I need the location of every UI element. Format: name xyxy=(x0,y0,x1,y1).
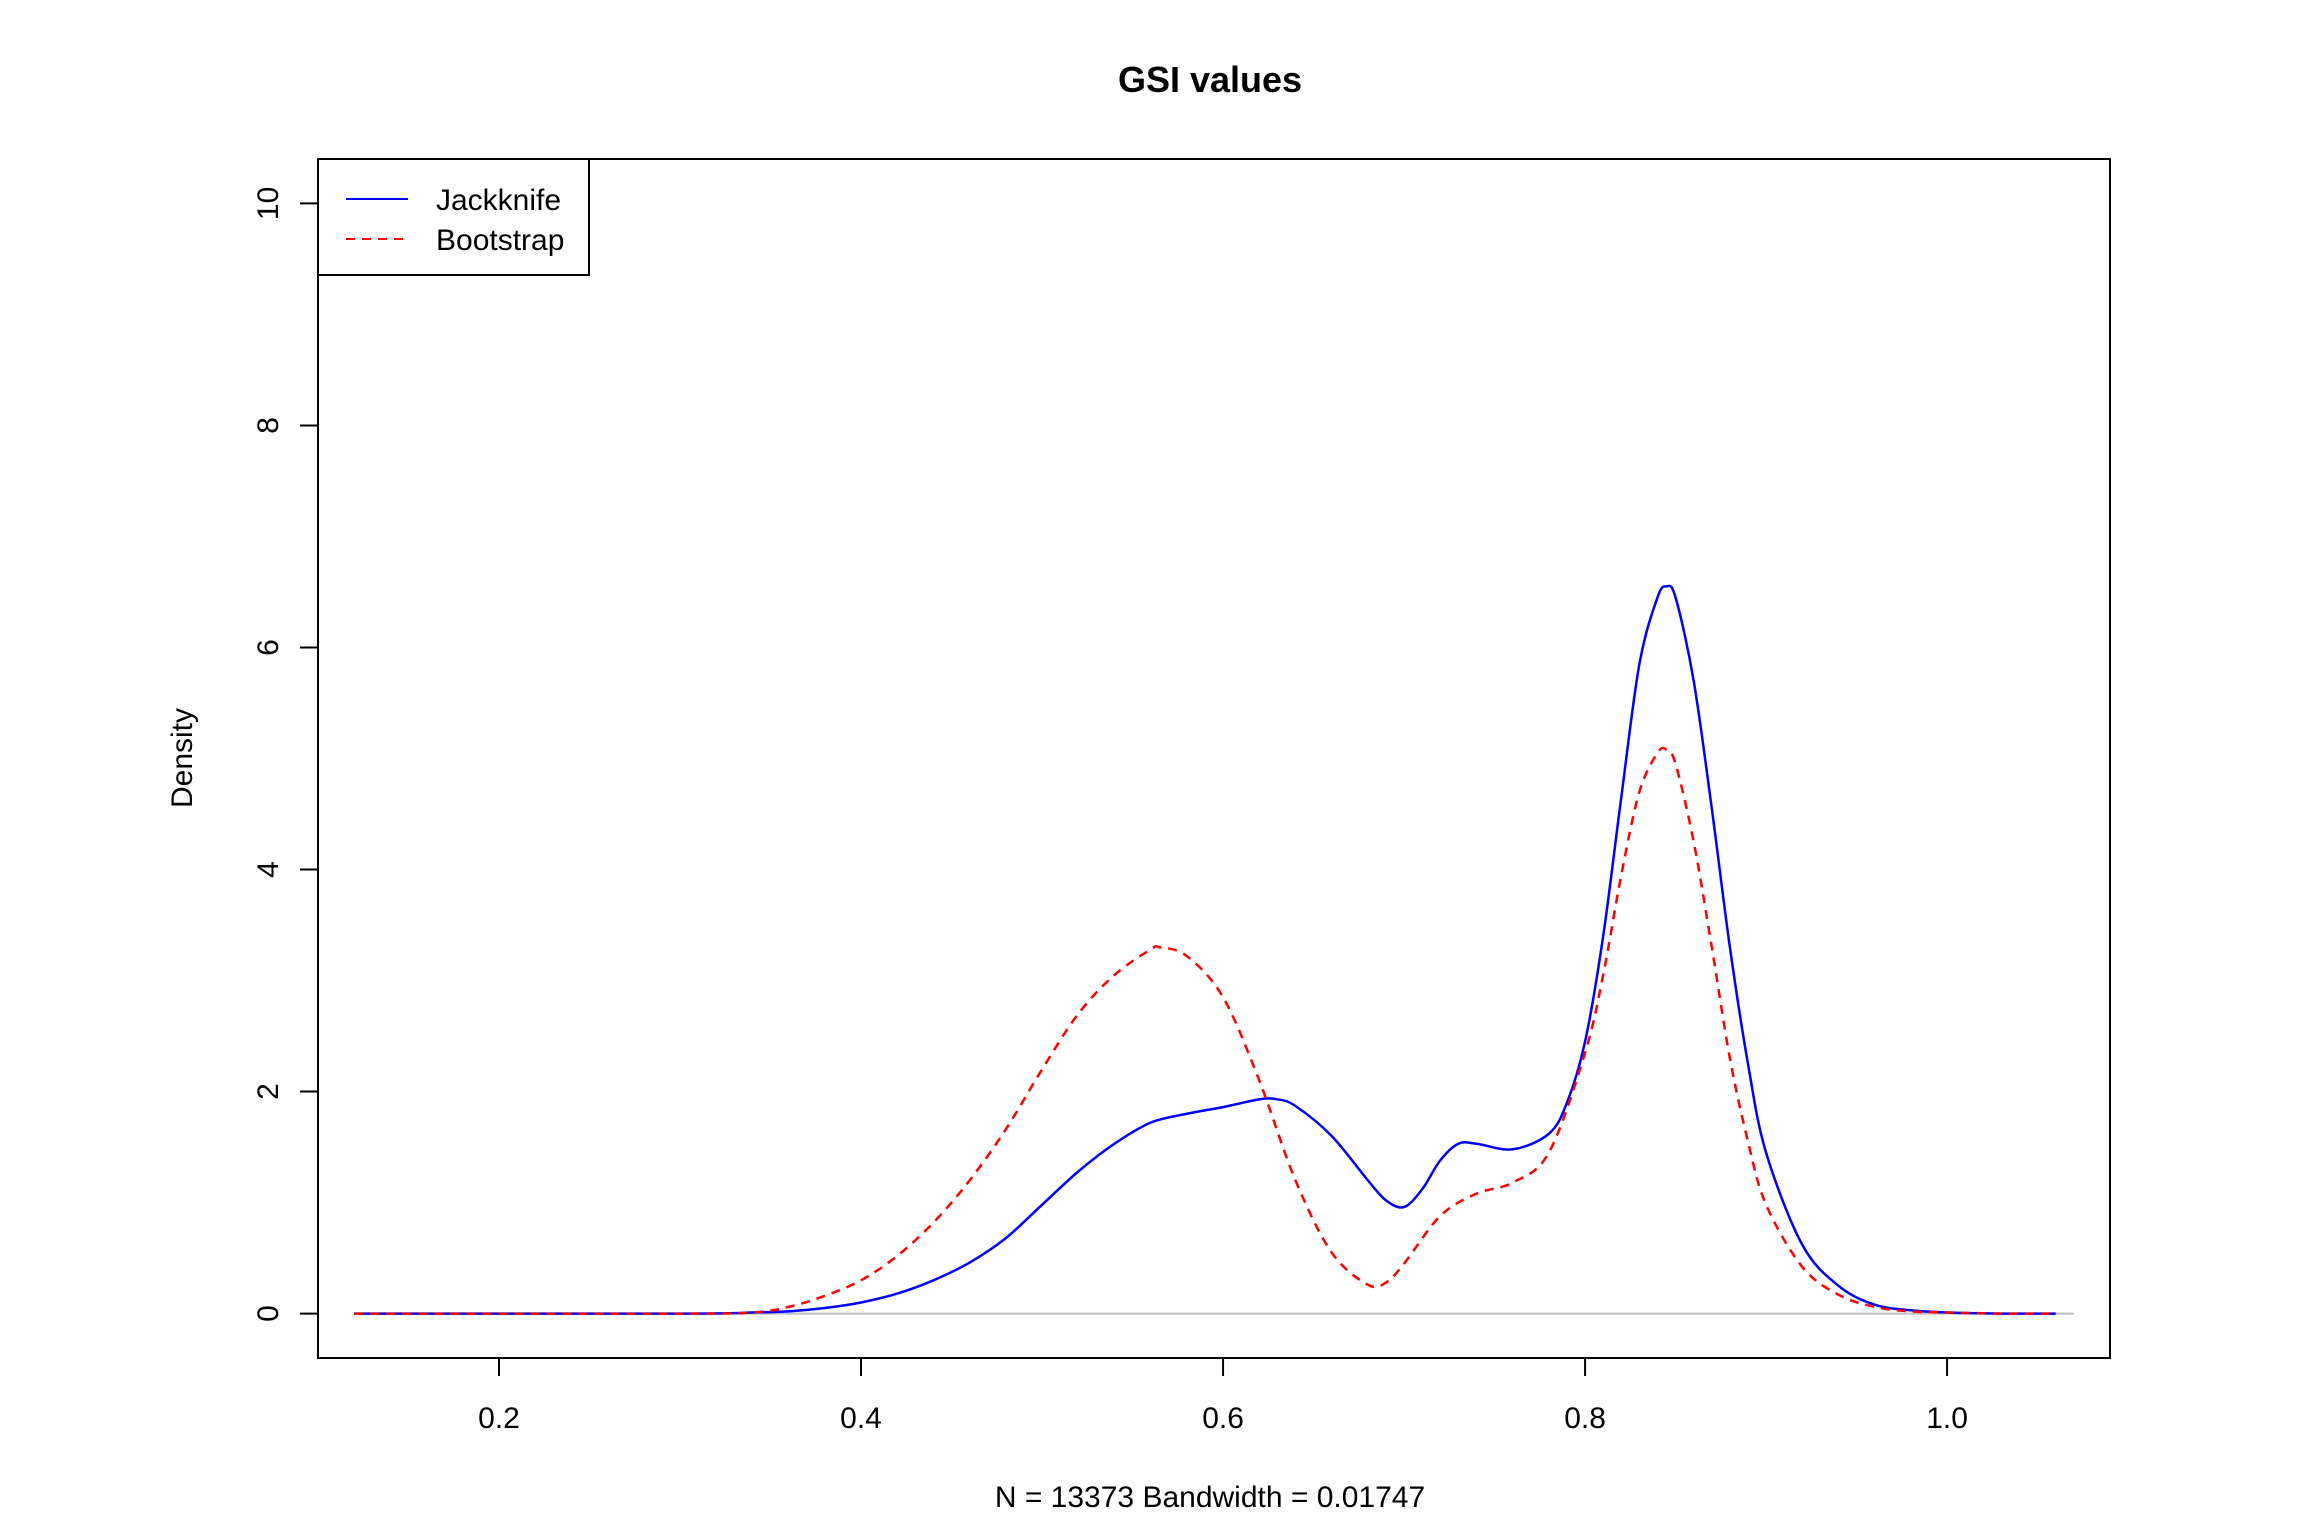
x-axis-label: N = 13373 Bandwidth = 0.01747 xyxy=(995,1481,1425,1514)
y-axis-label: Density xyxy=(166,708,199,808)
series-group xyxy=(354,584,2056,1315)
x-tick-label-0.4: 0.4 xyxy=(840,1402,882,1435)
chart-title: GSI values xyxy=(1118,59,1302,100)
y-tick-label-2: 2 xyxy=(252,1083,285,1100)
y-tick-label-0: 0 xyxy=(252,1305,285,1322)
plot-frame xyxy=(317,158,2111,1359)
y-axis: 0 2 4 6 8 10 xyxy=(252,187,318,1322)
legend: Jackknife Bootstrap xyxy=(317,158,590,276)
y-tick-label-10: 10 xyxy=(252,187,285,220)
x-axis: 0.2 0.4 0.6 0.8 1.0 xyxy=(478,1358,1968,1435)
series-line-jackknife xyxy=(354,584,2056,1315)
plot-area xyxy=(317,158,2111,1359)
x-tick-label-1.0: 1.0 xyxy=(1926,1402,1968,1435)
series-line-bootstrap xyxy=(354,746,2056,1315)
legend-label-jackknife: Jackknife xyxy=(436,184,561,217)
legend-label-bootstrap: Bootstrap xyxy=(436,224,564,257)
y-tick-label-4: 4 xyxy=(252,861,285,878)
x-tick-label-0.2: 0.2 xyxy=(478,1402,520,1435)
x-tick-label-0.8: 0.8 xyxy=(1564,1402,1606,1435)
x-tick-label-0.6: 0.6 xyxy=(1202,1402,1244,1435)
y-tick-label-6: 6 xyxy=(252,639,285,656)
legend-box xyxy=(317,158,590,276)
y-tick-label-8: 8 xyxy=(252,417,285,434)
